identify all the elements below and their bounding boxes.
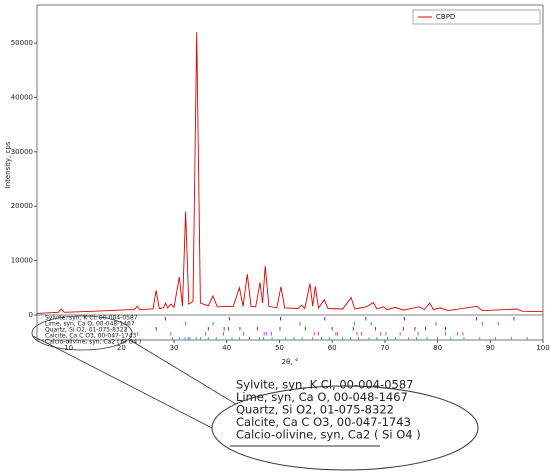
x-tick-label: 40 [222,344,231,352]
x-tick-label: 10 [64,344,73,352]
legend-box [412,9,541,25]
x-axis-label: 2θ, ° [282,358,299,366]
y-tick-label: 30000 [11,148,33,156]
zoom-ellipse [211,385,479,471]
phase-label: Lime, syn, Ca O, 00-048-1467 [45,321,135,328]
data-line [36,32,544,314]
x-tick-label: 70 [380,344,389,352]
x-tick-label: 30 [170,344,179,352]
zoom-phase-label: Lime, syn, Ca O, 00-048-1467 [236,390,408,404]
y-tick-label: 50000 [11,39,33,47]
x-tick-label: 60 [328,344,337,352]
phase-label: Calcite, Ca C O3, 00-047-1743 [45,333,136,340]
y-tick-label: 0 [29,311,33,319]
y-tick-label: 10000 [11,257,33,265]
y-tick-label: 20000 [11,202,33,210]
legend-label: CBPD [436,13,455,21]
phase-label: Sylvite, syn, K Cl, 00-004-0587 [45,315,138,322]
x-tick-label: 100 [536,344,549,352]
phase-label: Calcio-olivine, syn, Ca2 ( Si O4 ) [45,339,141,346]
zoom-phase-label: Calcite, Ca C O3, 00-047-1743 [236,415,411,429]
y-axis-label: Intensity, cps [4,141,12,188]
x-tick-label: 50 [275,344,284,352]
y-tick-label: 40000 [11,93,33,101]
x-tick-label: 80 [433,344,442,352]
plot-frame [36,4,544,341]
x-tick-label: 90 [486,344,495,352]
x-tick-label: 20 [117,344,126,352]
zoom-phase-label: Quartz, Si O2, 01-075-8322 [236,403,394,417]
zoom-phase-label: Sylvite, syn, K Cl, 00-004-0587 [236,378,413,392]
zoom-source [31,315,133,351]
phase-label: Quartz, Si O2, 01-075-8322 [45,327,128,334]
zoom-phase-label: Calcio-olivine, syn, Ca2 ( Si O4 ) [236,428,421,442]
zoom-line [32,335,213,429]
